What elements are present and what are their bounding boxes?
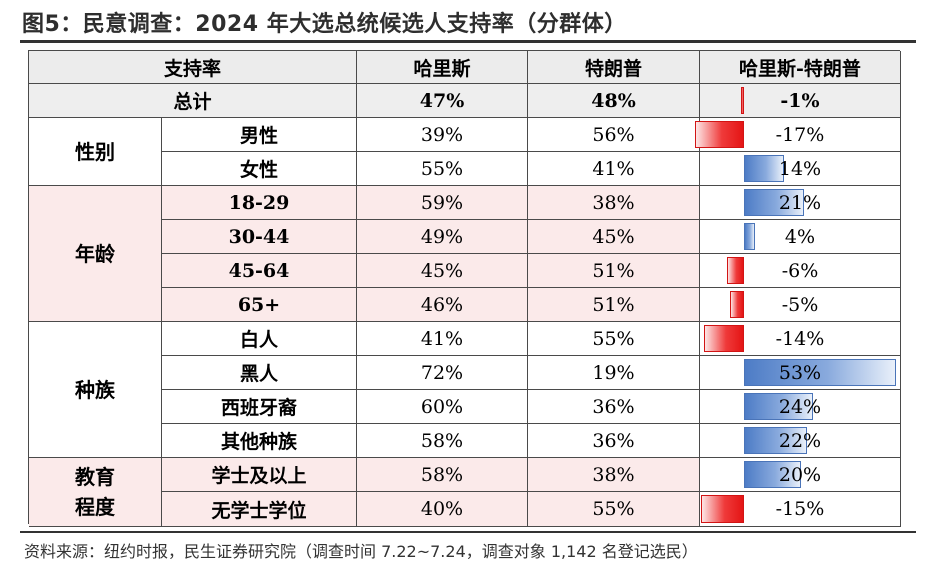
row-trump: 38%: [528, 458, 700, 492]
negative-data-bar: [729, 291, 744, 318]
header-diff: 哈里斯-特朗普: [700, 51, 901, 84]
row-harris: 46%: [357, 288, 528, 322]
row-trump: 56%: [528, 118, 700, 152]
header-support-rate: 支持率: [29, 51, 357, 84]
positive-data-bar: [744, 223, 756, 250]
row-diff: 53%: [778, 361, 822, 384]
total-diff-cell: -1%: [700, 84, 901, 118]
row-diff: -6%: [781, 259, 819, 282]
row-label: 女性: [162, 152, 357, 186]
row-trump: 36%: [528, 424, 700, 458]
row-harris: 59%: [357, 186, 528, 220]
row-trump: 38%: [528, 186, 700, 220]
row-harris: 58%: [357, 458, 528, 492]
row-diff-cell: -6%: [700, 254, 901, 288]
row-diff-cell: 53%: [700, 356, 901, 390]
row-diff-cell: -5%: [700, 288, 901, 322]
row-diff: -14%: [775, 327, 825, 350]
row-harris: 55%: [357, 152, 528, 186]
group-race: 种族: [29, 322, 162, 458]
total-harris: 47%: [357, 84, 528, 118]
row-trump: 41%: [528, 152, 700, 186]
negative-data-bar: [703, 325, 744, 352]
row-diff-cell: 22%: [700, 424, 901, 458]
row-label: 学士及以上: [162, 458, 357, 492]
row-trump: 45%: [528, 220, 700, 254]
total-trump: 48%: [528, 84, 700, 118]
row-trump: 51%: [528, 254, 700, 288]
row-diff: 24%: [778, 395, 822, 418]
source-note: 资料来源：纽约时报，民生证券研究院（调查时间 7.22~7.24，调查对象 1,…: [24, 542, 698, 561]
total-label: 总计: [29, 84, 357, 118]
row-harris: 40%: [357, 492, 528, 527]
negative-data-bar: [695, 121, 744, 148]
row-label: 65+: [162, 288, 357, 322]
total-diff: -1%: [780, 89, 820, 112]
row-harris: 49%: [357, 220, 528, 254]
positive-data-bar: [744, 155, 785, 182]
row-trump: 55%: [528, 492, 700, 527]
row-label: 18-29: [162, 186, 357, 220]
row-diff: 22%: [778, 429, 822, 452]
row-diff: 21%: [778, 191, 822, 214]
group-gender: 性别: [29, 118, 162, 186]
negative-data-bar: [741, 87, 744, 114]
page-title: 图5：民意调查：2024 年大选总统候选人支持率（分群体）: [22, 12, 627, 37]
row-diff-cell: 24%: [700, 390, 901, 424]
row-harris: 72%: [357, 356, 528, 390]
row-harris: 45%: [357, 254, 528, 288]
row-diff: 20%: [778, 463, 822, 486]
group-education: 教育程度: [29, 458, 162, 527]
positive-data-bar: [744, 359, 896, 386]
row-harris: 58%: [357, 424, 528, 458]
row-diff-cell: -14%: [700, 322, 901, 356]
row-diff-cell: 14%: [700, 152, 901, 186]
row-label: 白人: [162, 322, 357, 356]
row-harris: 39%: [357, 118, 528, 152]
positive-data-bar: [744, 427, 808, 454]
row-label: 男性: [162, 118, 357, 152]
row-diff-cell: -17%: [695, 118, 901, 152]
positive-data-bar: [744, 189, 805, 216]
row-trump: 36%: [528, 390, 700, 424]
row-label: 30-44: [162, 220, 357, 254]
header-trump: 特朗普: [528, 51, 700, 84]
row-label: 45-64: [162, 254, 357, 288]
row-label: 黑人: [162, 356, 357, 390]
row-label: 无学士学位: [162, 492, 357, 527]
row-trump: 51%: [528, 288, 700, 322]
row-label: 其他种族: [162, 424, 357, 458]
row-diff-cell: 21%: [700, 186, 901, 220]
title-rule: [20, 40, 916, 43]
row-diff-cell: 4%: [700, 220, 901, 254]
negative-data-bar: [700, 495, 744, 523]
positive-data-bar: [744, 461, 802, 488]
header-harris: 哈里斯: [357, 51, 528, 84]
support-table: 支持率 哈里斯 特朗普 哈里斯-特朗普 总计 47% 48% -1% 性别 男性…: [28, 50, 901, 527]
row-harris: 41%: [357, 322, 528, 356]
positive-data-bar: [744, 393, 813, 420]
row-harris: 60%: [357, 390, 528, 424]
row-diff: -15%: [775, 498, 825, 520]
source-rule: [20, 531, 916, 533]
row-diff-cell: 20%: [700, 458, 901, 492]
row-diff: 14%: [778, 157, 822, 180]
row-label: 西班牙裔: [162, 390, 357, 424]
row-diff-cell: -15%: [700, 492, 901, 527]
group-age: 年龄: [29, 186, 162, 322]
row-diff: -5%: [781, 293, 819, 316]
row-trump: 55%: [528, 322, 700, 356]
row-diff: -17%: [775, 123, 825, 146]
row-diff: 4%: [784, 225, 816, 248]
negative-data-bar: [726, 257, 744, 284]
row-trump: 19%: [528, 356, 700, 390]
